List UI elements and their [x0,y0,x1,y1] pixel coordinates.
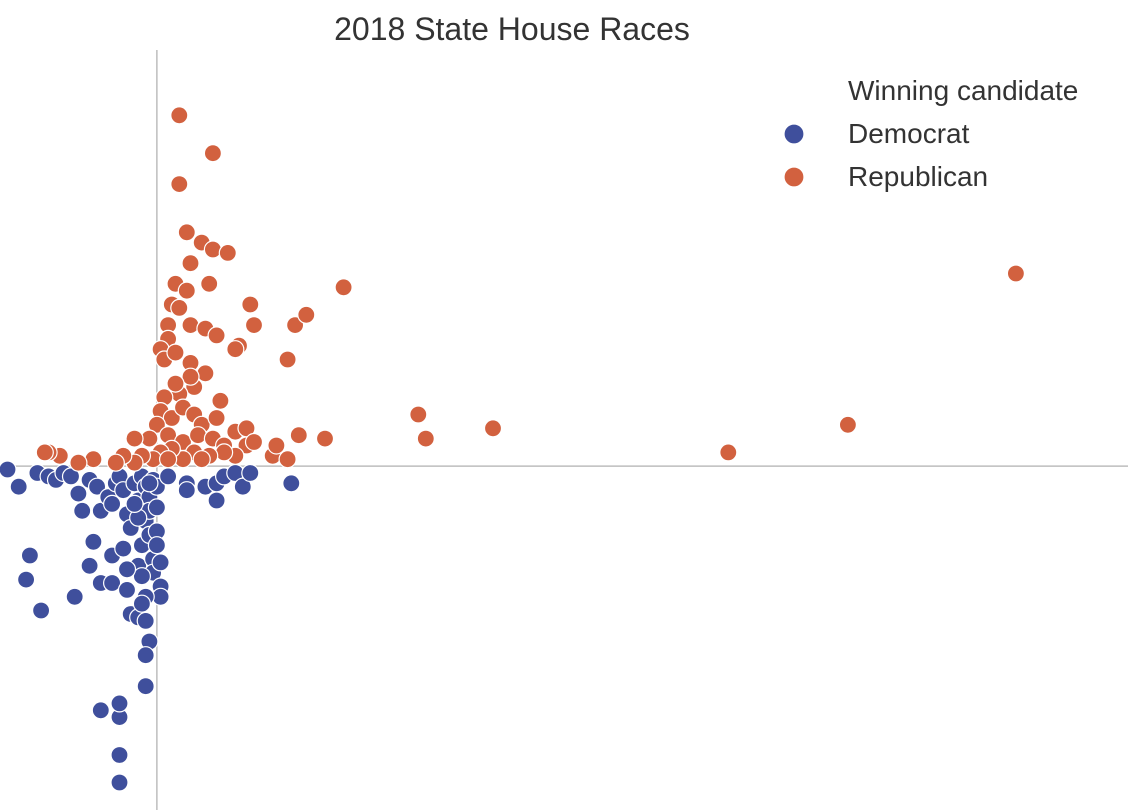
point-republican [162,408,181,428]
point-republican [215,443,234,462]
point-democrat [151,553,170,572]
point-democrat [110,745,129,765]
point-republican [106,453,125,472]
point-republican [170,175,189,194]
point-democrat [0,460,17,479]
point-democrat [102,573,122,593]
point-democrat [73,501,92,520]
point-democrat [282,474,301,493]
point-republican [719,443,738,462]
point-republican [244,316,264,335]
point-democrat [147,536,166,555]
point-republican [203,144,222,163]
point-republican [278,450,297,469]
point-republican [334,278,353,297]
point-republican [125,429,144,448]
point-republican [483,419,503,438]
point-democrat [233,477,252,496]
point-democrat [84,532,103,551]
point-republican [409,405,428,424]
point-democrat [110,773,129,792]
point-republican [196,364,215,383]
point-democrat [110,694,129,713]
point-democrat [140,474,159,493]
point-republican [297,305,316,324]
point-republican [267,436,286,455]
point-democrat [132,567,151,586]
point-democrat [9,477,28,496]
point-democrat [136,646,155,665]
point-republican [166,343,185,362]
point-republican [192,450,211,469]
point-republican [218,243,237,262]
point-republican [35,443,54,462]
legend-label-republican: Republican [848,161,988,192]
point-republican [207,408,226,428]
legend-label-democrat: Democrat [848,118,970,149]
point-republican [69,453,88,472]
point-republican [170,298,189,317]
point-democrat [132,594,151,613]
point-republican [181,254,200,273]
point-republican [241,295,260,314]
point-republican [147,415,166,434]
point-republican [170,106,189,125]
point-democrat [136,611,155,631]
point-republican [226,340,245,359]
point-democrat [20,546,39,565]
legend-marker-democrat [783,123,805,145]
point-democrat [177,481,196,500]
point-democrat [114,539,133,558]
point-republican [244,432,264,452]
point-republican [200,274,219,293]
point-republican [416,429,435,448]
point-republican [177,223,196,242]
point-democrat [31,601,51,620]
point-democrat [91,701,110,720]
point-republican [838,415,858,434]
point-democrat [159,467,178,486]
point-republican [286,316,305,335]
point-democrat [117,580,137,600]
point-democrat [136,677,155,696]
point-republican [188,426,208,445]
points-layer [0,106,1026,792]
point-republican [177,281,196,300]
point-democrat [117,560,137,579]
point-democrat [125,494,144,513]
point-democrat [17,570,36,589]
point-democrat [207,491,226,510]
legend: Winning candidate Democrat Republican [783,75,1078,192]
point-republican [289,426,308,445]
point-democrat [87,477,107,496]
point-republican [1006,264,1026,283]
point-republican [166,374,185,393]
point-republican [211,391,230,410]
legend-title: Winning candidate [848,75,1078,106]
point-democrat [147,498,166,517]
point-democrat [102,494,122,513]
point-republican [203,240,222,259]
point-republican [84,450,103,469]
point-republican [159,450,178,469]
point-republican [315,429,335,448]
legend-marker-republican [783,166,805,188]
chart-title: 2018 State House Races [334,11,690,47]
point-republican [181,367,200,386]
point-republican [181,316,200,335]
point-republican [278,350,297,369]
point-democrat [80,556,99,575]
point-republican [207,326,226,345]
point-democrat [65,587,84,606]
point-democrat [69,484,88,503]
point-democrat [241,463,260,483]
